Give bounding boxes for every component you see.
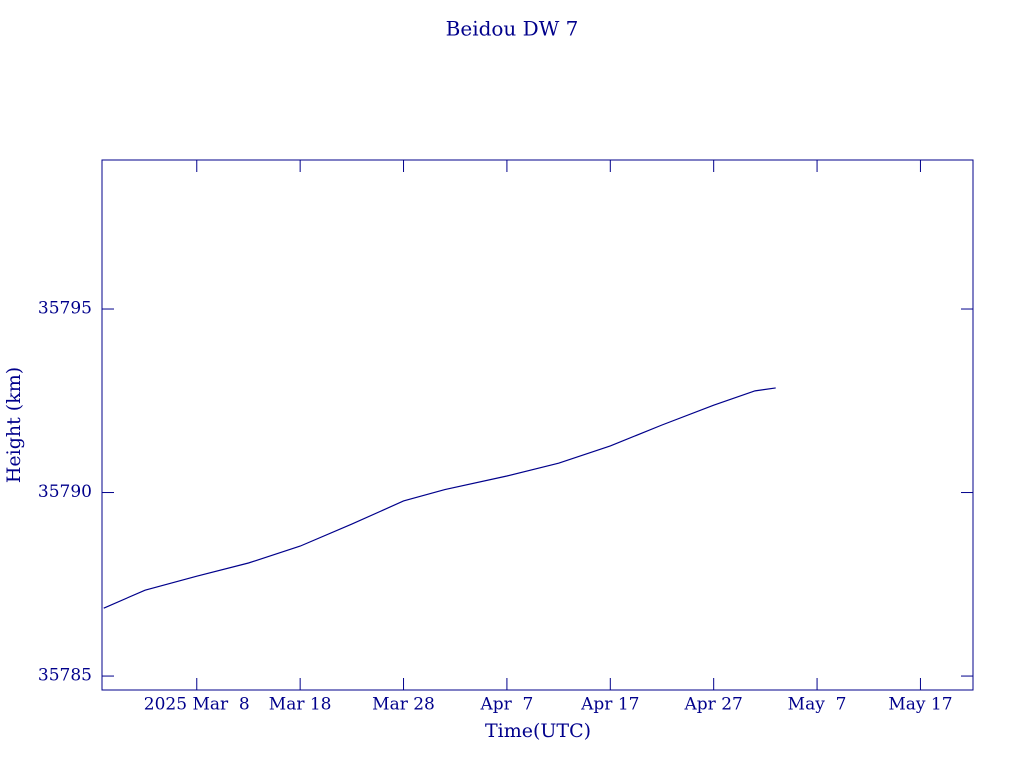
- x-tick-label: Apr 27: [684, 695, 743, 715]
- y-axis-label: Height (km): [3, 367, 25, 483]
- x-tick-label: Mar 28: [372, 695, 435, 715]
- plot-frame: [101, 159, 974, 691]
- x-tick-label: 2025 Mar 8: [144, 695, 250, 715]
- y-tick-label: 35790: [38, 482, 92, 502]
- x-tick-label: Mar 18: [269, 695, 332, 715]
- y-tick-label: 35785: [38, 666, 92, 686]
- x-tick-label: Apr 17: [580, 695, 639, 715]
- x-tick-label: May 7: [788, 695, 847, 715]
- data-line: [103, 387, 776, 609]
- x-tick-label: Apr 7: [479, 695, 533, 715]
- x-axis-label: Time(UTC): [485, 720, 591, 742]
- chart-title: Beidou DW 7: [446, 17, 579, 41]
- y-tick-label: 35795: [38, 299, 92, 319]
- x-tick-label: May 17: [888, 695, 952, 715]
